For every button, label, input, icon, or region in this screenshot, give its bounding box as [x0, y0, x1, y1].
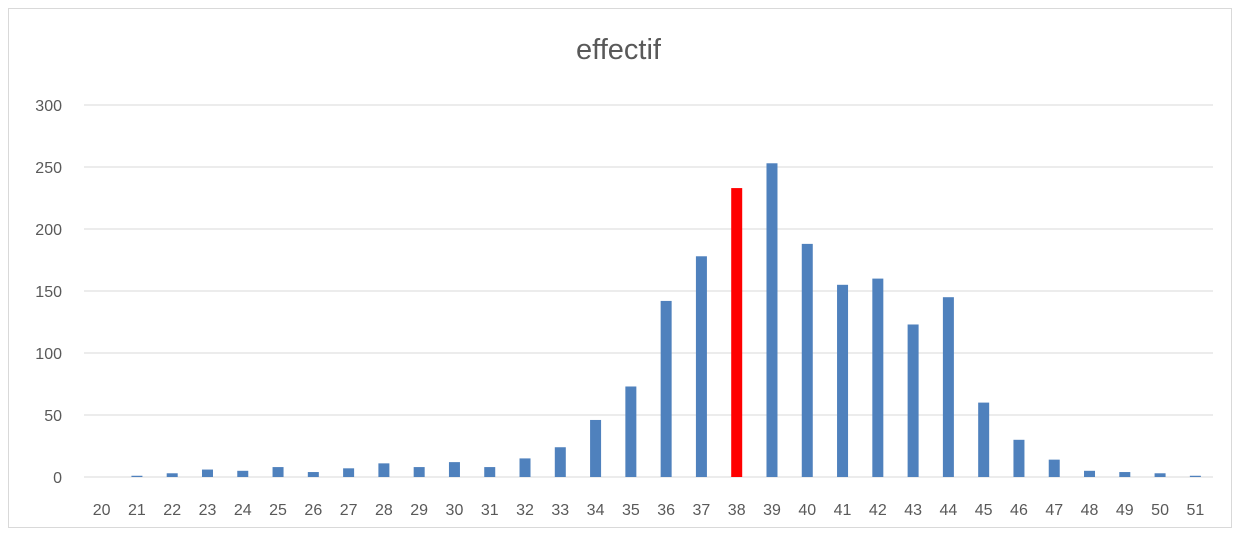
x-tick-label: 22: [163, 502, 181, 519]
bars: [131, 163, 1201, 477]
x-tick-label: 32: [516, 502, 534, 519]
bar-40: [801, 243, 813, 477]
bar-32: [519, 458, 531, 477]
bar-47: [1048, 459, 1060, 477]
x-tick-label: 23: [199, 502, 217, 519]
bar-44: [942, 297, 954, 477]
x-tick-label: 34: [587, 502, 605, 519]
bar-30: [448, 462, 460, 477]
y-tick-label: 300: [35, 98, 62, 115]
bar-21: [131, 475, 143, 477]
x-tick-label: 50: [1151, 502, 1169, 519]
bar-27: [343, 468, 355, 477]
bar-35: [625, 386, 637, 477]
x-tick-label: 39: [763, 502, 781, 519]
y-axis-ticks: 0 50 100 150 200 250 300: [35, 98, 62, 487]
y-tick-label: 250: [35, 160, 62, 177]
y-tick-label: 200: [35, 222, 62, 239]
bar-26: [307, 472, 319, 477]
bar-36: [660, 300, 672, 477]
bar-50: [1154, 473, 1166, 477]
x-tick-label: 38: [728, 502, 746, 519]
x-tick-label: 37: [693, 502, 711, 519]
x-axis-ticks: 20 21 22 23 24 25 26 27 28 29 30 31 32 33 34 35 36 37 38 39…: [93, 502, 1205, 519]
x-tick-label: 41: [834, 502, 852, 519]
x-tick-label: 40: [798, 502, 816, 519]
x-tick-label: 35: [622, 502, 640, 519]
bar-39: [766, 163, 778, 477]
x-tick-label: 44: [939, 502, 957, 519]
bar-23: [201, 469, 213, 477]
x-tick-label: 36: [657, 502, 675, 519]
bar-48: [1084, 470, 1096, 477]
bar-22: [166, 473, 178, 477]
bar-51: [1189, 475, 1201, 477]
y-tick-label: 0: [53, 470, 62, 487]
bar-45: [978, 402, 990, 477]
bar-24: [237, 470, 249, 477]
x-tick-label: 27: [340, 502, 358, 519]
x-tick-label: 49: [1116, 502, 1134, 519]
bar-42: [872, 278, 884, 477]
y-tick-label: 50: [44, 408, 62, 425]
x-tick-label: 24: [234, 502, 252, 519]
bar-49: [1119, 472, 1131, 477]
x-tick-label: 43: [904, 502, 922, 519]
bar-25: [272, 467, 284, 477]
x-tick-label: 45: [975, 502, 993, 519]
x-tick-label: 28: [375, 502, 393, 519]
bar-34: [590, 419, 602, 477]
chart-frame: [8, 8, 1232, 528]
x-tick-label: 26: [304, 502, 322, 519]
gridlines: [84, 104, 1213, 478]
bar-28: [378, 463, 390, 477]
x-tick-label: 31: [481, 502, 499, 519]
bar-29: [413, 467, 425, 477]
bar-46: [1013, 439, 1025, 477]
x-tick-label: 48: [1081, 502, 1099, 519]
x-tick-label: 51: [1186, 502, 1204, 519]
x-tick-label: 30: [446, 502, 464, 519]
x-tick-label: 46: [1010, 502, 1028, 519]
y-tick-label: 150: [35, 284, 62, 301]
bar-43: [907, 324, 919, 477]
bar-41: [837, 284, 849, 477]
x-tick-label: 33: [551, 502, 569, 519]
x-tick-label: 20: [93, 502, 111, 519]
chart-title: effectif: [576, 34, 661, 66]
y-tick-label: 100: [35, 346, 62, 363]
bar-31: [484, 467, 496, 477]
x-tick-label: 42: [869, 502, 887, 519]
bar-33: [554, 447, 566, 477]
x-tick-label: 47: [1045, 502, 1063, 519]
x-tick-label: 29: [410, 502, 428, 519]
x-tick-label: 21: [128, 502, 146, 519]
x-tick-label: 25: [269, 502, 287, 519]
bar-38: [731, 188, 743, 477]
bar-37: [695, 256, 707, 477]
